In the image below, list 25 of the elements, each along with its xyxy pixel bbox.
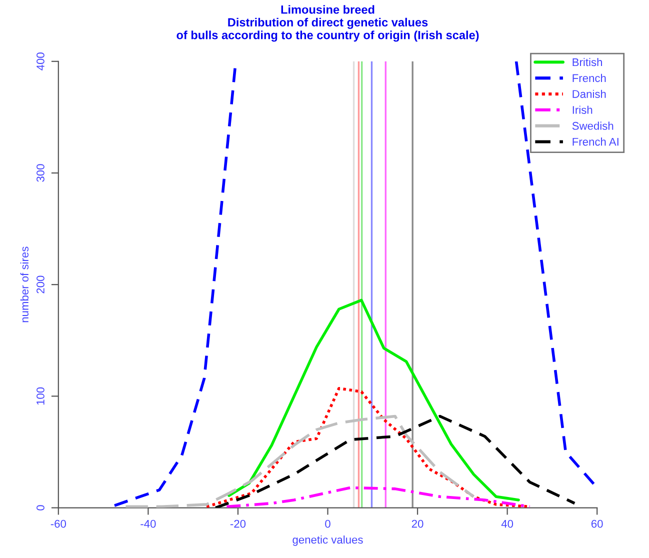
y-tick-label: 200 — [36, 276, 44, 294]
legend-label: Swedish — [572, 122, 614, 130]
x-tick-label: -60 — [50, 520, 66, 528]
x-tick-label: 0 — [325, 520, 330, 528]
legend-label: Danish — [572, 90, 606, 98]
x-axis-title: genetic values — [292, 536, 363, 546]
x-tick-label: -20 — [230, 520, 246, 528]
legend-label: French — [572, 74, 606, 82]
x-tick-label: -40 — [140, 520, 156, 528]
y-tick-label: 100 — [36, 387, 44, 405]
x-tick-label: 40 — [501, 520, 514, 528]
chart-title: Limousine breed Distribution of direct genetic values of bulls according to the country of origin (Irish scale) — [176, 5, 479, 42]
line-series — [214, 414, 576, 508]
legend-label: French AI — [572, 138, 618, 146]
y-axis-title: number of sires — [20, 246, 28, 322]
x-tick-label: 60 — [591, 520, 603, 528]
y-tick-label: 400 — [36, 52, 44, 70]
x-tick-label: 20 — [412, 520, 424, 528]
line-series — [228, 298, 520, 502]
line-series — [225, 486, 532, 508]
legend-label: Irish — [572, 106, 592, 114]
line-series — [124, 414, 476, 508]
y-tick-label: 300 — [36, 164, 44, 182]
y-tick-label: 0 — [36, 505, 44, 510]
legend-label: British — [572, 58, 602, 66]
